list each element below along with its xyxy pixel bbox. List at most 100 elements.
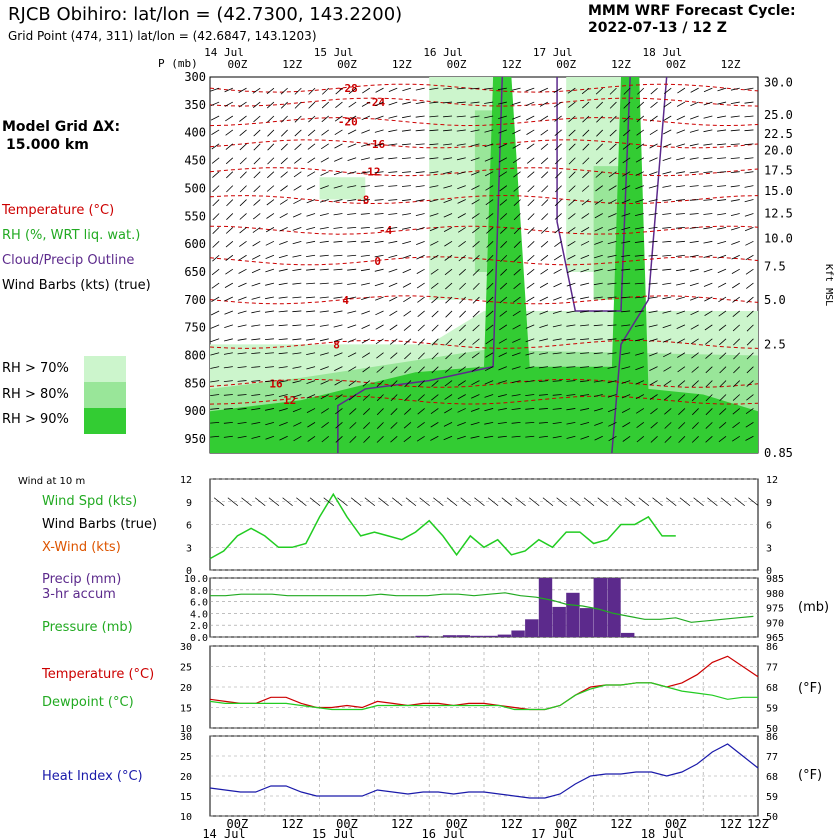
- wind-barb: [253, 129, 261, 137]
- wind-barb: [333, 338, 343, 342]
- wind-barb: [253, 157, 261, 165]
- wind-barb: [374, 143, 384, 147]
- wind-barb: [541, 185, 549, 193]
- wind-barb: [267, 115, 275, 123]
- heat-index-series-line: [209, 743, 759, 799]
- wind-barb: [732, 324, 741, 332]
- wind-barb: [621, 366, 631, 370]
- wind-barb: [689, 199, 699, 201]
- wind-barb: [225, 268, 234, 275]
- precip-bar: [566, 592, 580, 638]
- bottom-day-label: 16 Jul: [422, 827, 465, 840]
- legend-cloud: Cloud/Precip Outline: [2, 253, 135, 268]
- wind-barb: [593, 296, 603, 299]
- wind-barb: [731, 268, 740, 274]
- wind-barb: [484, 129, 494, 133]
- wind-barb: [511, 87, 521, 91]
- wind-barb: [429, 87, 439, 90]
- wind-barb: [360, 171, 370, 174]
- wind-barb: [415, 87, 425, 91]
- legend-rh90-label: RH > 90%: [2, 412, 69, 427]
- wind-barb: [470, 171, 480, 176]
- wind-barb: [401, 157, 411, 159]
- wind-barb: [239, 213, 247, 220]
- wind-barb: [512, 324, 521, 330]
- wind-tick-label-right: 12: [766, 475, 778, 486]
- wind-barb: [567, 240, 576, 247]
- wind-barb: [320, 157, 329, 163]
- wind-barb: [649, 143, 658, 149]
- wind-barb: [703, 157, 713, 160]
- wind-barb: [319, 338, 329, 342]
- wind-barb: [361, 157, 370, 161]
- wind-barb: [704, 338, 713, 345]
- wind-barb: [552, 408, 562, 410]
- wind-barb: [650, 422, 658, 429]
- wind-barb: [238, 254, 247, 261]
- wind-barb: [376, 435, 384, 443]
- wind-barb: [224, 324, 233, 328]
- wind-barb: [663, 101, 672, 108]
- wind-barb: [745, 268, 754, 275]
- wind-barb: [662, 296, 672, 300]
- wind-barb: [676, 324, 686, 329]
- wind-barb: [703, 227, 713, 230]
- wind-barb: [621, 408, 631, 413]
- pressure-tick-label: 500: [184, 181, 206, 195]
- wind-barb: [306, 366, 316, 370]
- wind-barb: [675, 227, 685, 229]
- precip-tick-label: 2.0: [190, 621, 208, 632]
- isotherm-label: 4: [342, 294, 349, 307]
- wind-barb: [498, 380, 507, 384]
- wind-barb: [320, 171, 329, 176]
- wind-barb: [458, 254, 466, 262]
- wind-barb: [622, 157, 631, 164]
- wind-barb: [360, 254, 370, 257]
- wind-barb: [458, 352, 466, 359]
- wind-barb: [212, 254, 220, 262]
- wind-barb: [607, 310, 617, 313]
- surface-wind-barb: [638, 497, 650, 507]
- wind-barb: [470, 115, 480, 118]
- wind-barb: [404, 408, 412, 415]
- wind-barb: [580, 240, 590, 246]
- bottom-hour-label: 12Z: [391, 817, 413, 831]
- wind-barb: [347, 185, 357, 188]
- wind-barb: [718, 324, 727, 331]
- wind-barb: [525, 394, 535, 396]
- wind-barb: [349, 422, 357, 429]
- wind-barb: [650, 87, 658, 95]
- wind-barb: [224, 282, 234, 288]
- wind-barb: [566, 310, 576, 314]
- wind-barb: [717, 115, 727, 119]
- wind-barb: [621, 240, 631, 244]
- wind-barb: [456, 129, 466, 132]
- wind-barb: [623, 101, 631, 109]
- precip-bar: [484, 635, 498, 637]
- wind-barb: [347, 129, 357, 135]
- wind-barb: [485, 185, 494, 191]
- wind-barb: [361, 352, 371, 358]
- wind-barb: [361, 282, 370, 286]
- wind-barb: [484, 366, 494, 372]
- wind-barb: [676, 115, 686, 121]
- wind-barb: [416, 254, 425, 260]
- legend-rh80-label: RH > 80%: [2, 387, 69, 402]
- wind-barb: [348, 380, 357, 387]
- surface-wind-barb: [391, 497, 403, 507]
- wind-barb: [635, 338, 644, 342]
- wind-barb: [703, 213, 713, 215]
- wind-barb: [265, 240, 275, 246]
- surface-wind-barb: [720, 497, 732, 507]
- wind-barb: [745, 254, 754, 261]
- wind-barb: [293, 435, 302, 442]
- wind-barb: [677, 380, 686, 387]
- wind-barb: [649, 366, 658, 371]
- wind-barb: [580, 380, 590, 383]
- wind-barb: [649, 352, 658, 357]
- wind-barb: [746, 296, 754, 304]
- wind-tick-label: 0: [186, 566, 192, 577]
- wind-barb: [307, 171, 316, 177]
- wind-barb: [293, 171, 302, 178]
- heat-index-tick-label-f: 50: [766, 812, 778, 823]
